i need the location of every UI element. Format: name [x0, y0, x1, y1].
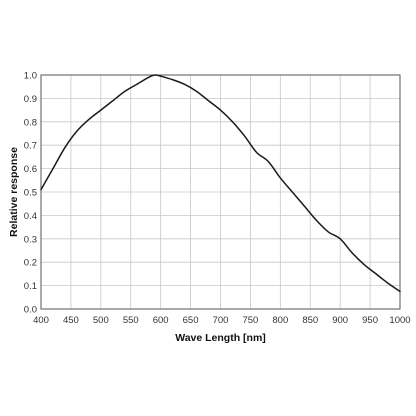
y-tick-label: 1.0 — [24, 71, 37, 82]
x-tick-label: 800 — [272, 315, 288, 326]
x-tick-label: 850 — [302, 315, 318, 326]
x-tick-label: 550 — [123, 315, 139, 326]
x-tick-label: 750 — [242, 315, 258, 326]
x-tick-label: 700 — [213, 315, 229, 326]
x-tick-label: 600 — [153, 315, 169, 326]
y-axis-title: Relative response — [8, 147, 20, 237]
x-tick-label: 950 — [362, 315, 378, 326]
y-tick-label: 0.6 — [24, 164, 37, 175]
y-tick-label: 0.5 — [24, 188, 37, 199]
x-tick-label: 400 — [33, 315, 49, 326]
x-tick-label: 900 — [332, 315, 348, 326]
y-tick-label: 0.7 — [24, 141, 37, 152]
x-tick-label: 450 — [63, 315, 79, 326]
y-tick-label: 0.9 — [24, 94, 37, 105]
x-axis-ticks: 400 450 500 550 600 650 700 750 800 850 900 950 1000 — [33, 315, 411, 326]
y-axis-ticks: 0.0 0.1 0.2 0.3 0.4 0.5 0.6 0.7 0.8 0.9 1.0 — [24, 71, 37, 316]
response-curve — [40, 74, 401, 293]
x-axis-title: Wave Length [nm] — [175, 332, 266, 344]
x-tick-label: 650 — [183, 315, 199, 326]
x-tick-label: 500 — [93, 315, 109, 326]
x-tick-label: 1000 — [389, 315, 410, 326]
y-tick-label: 0.0 — [24, 305, 37, 316]
y-tick-label: 0.2 — [24, 258, 37, 269]
y-tick-label: 0.4 — [24, 211, 37, 222]
plot-frame — [40, 74, 401, 310]
y-tick-label: 0.1 — [24, 281, 37, 292]
y-tick-label: 0.8 — [24, 117, 37, 128]
y-tick-label: 0.3 — [24, 234, 37, 245]
